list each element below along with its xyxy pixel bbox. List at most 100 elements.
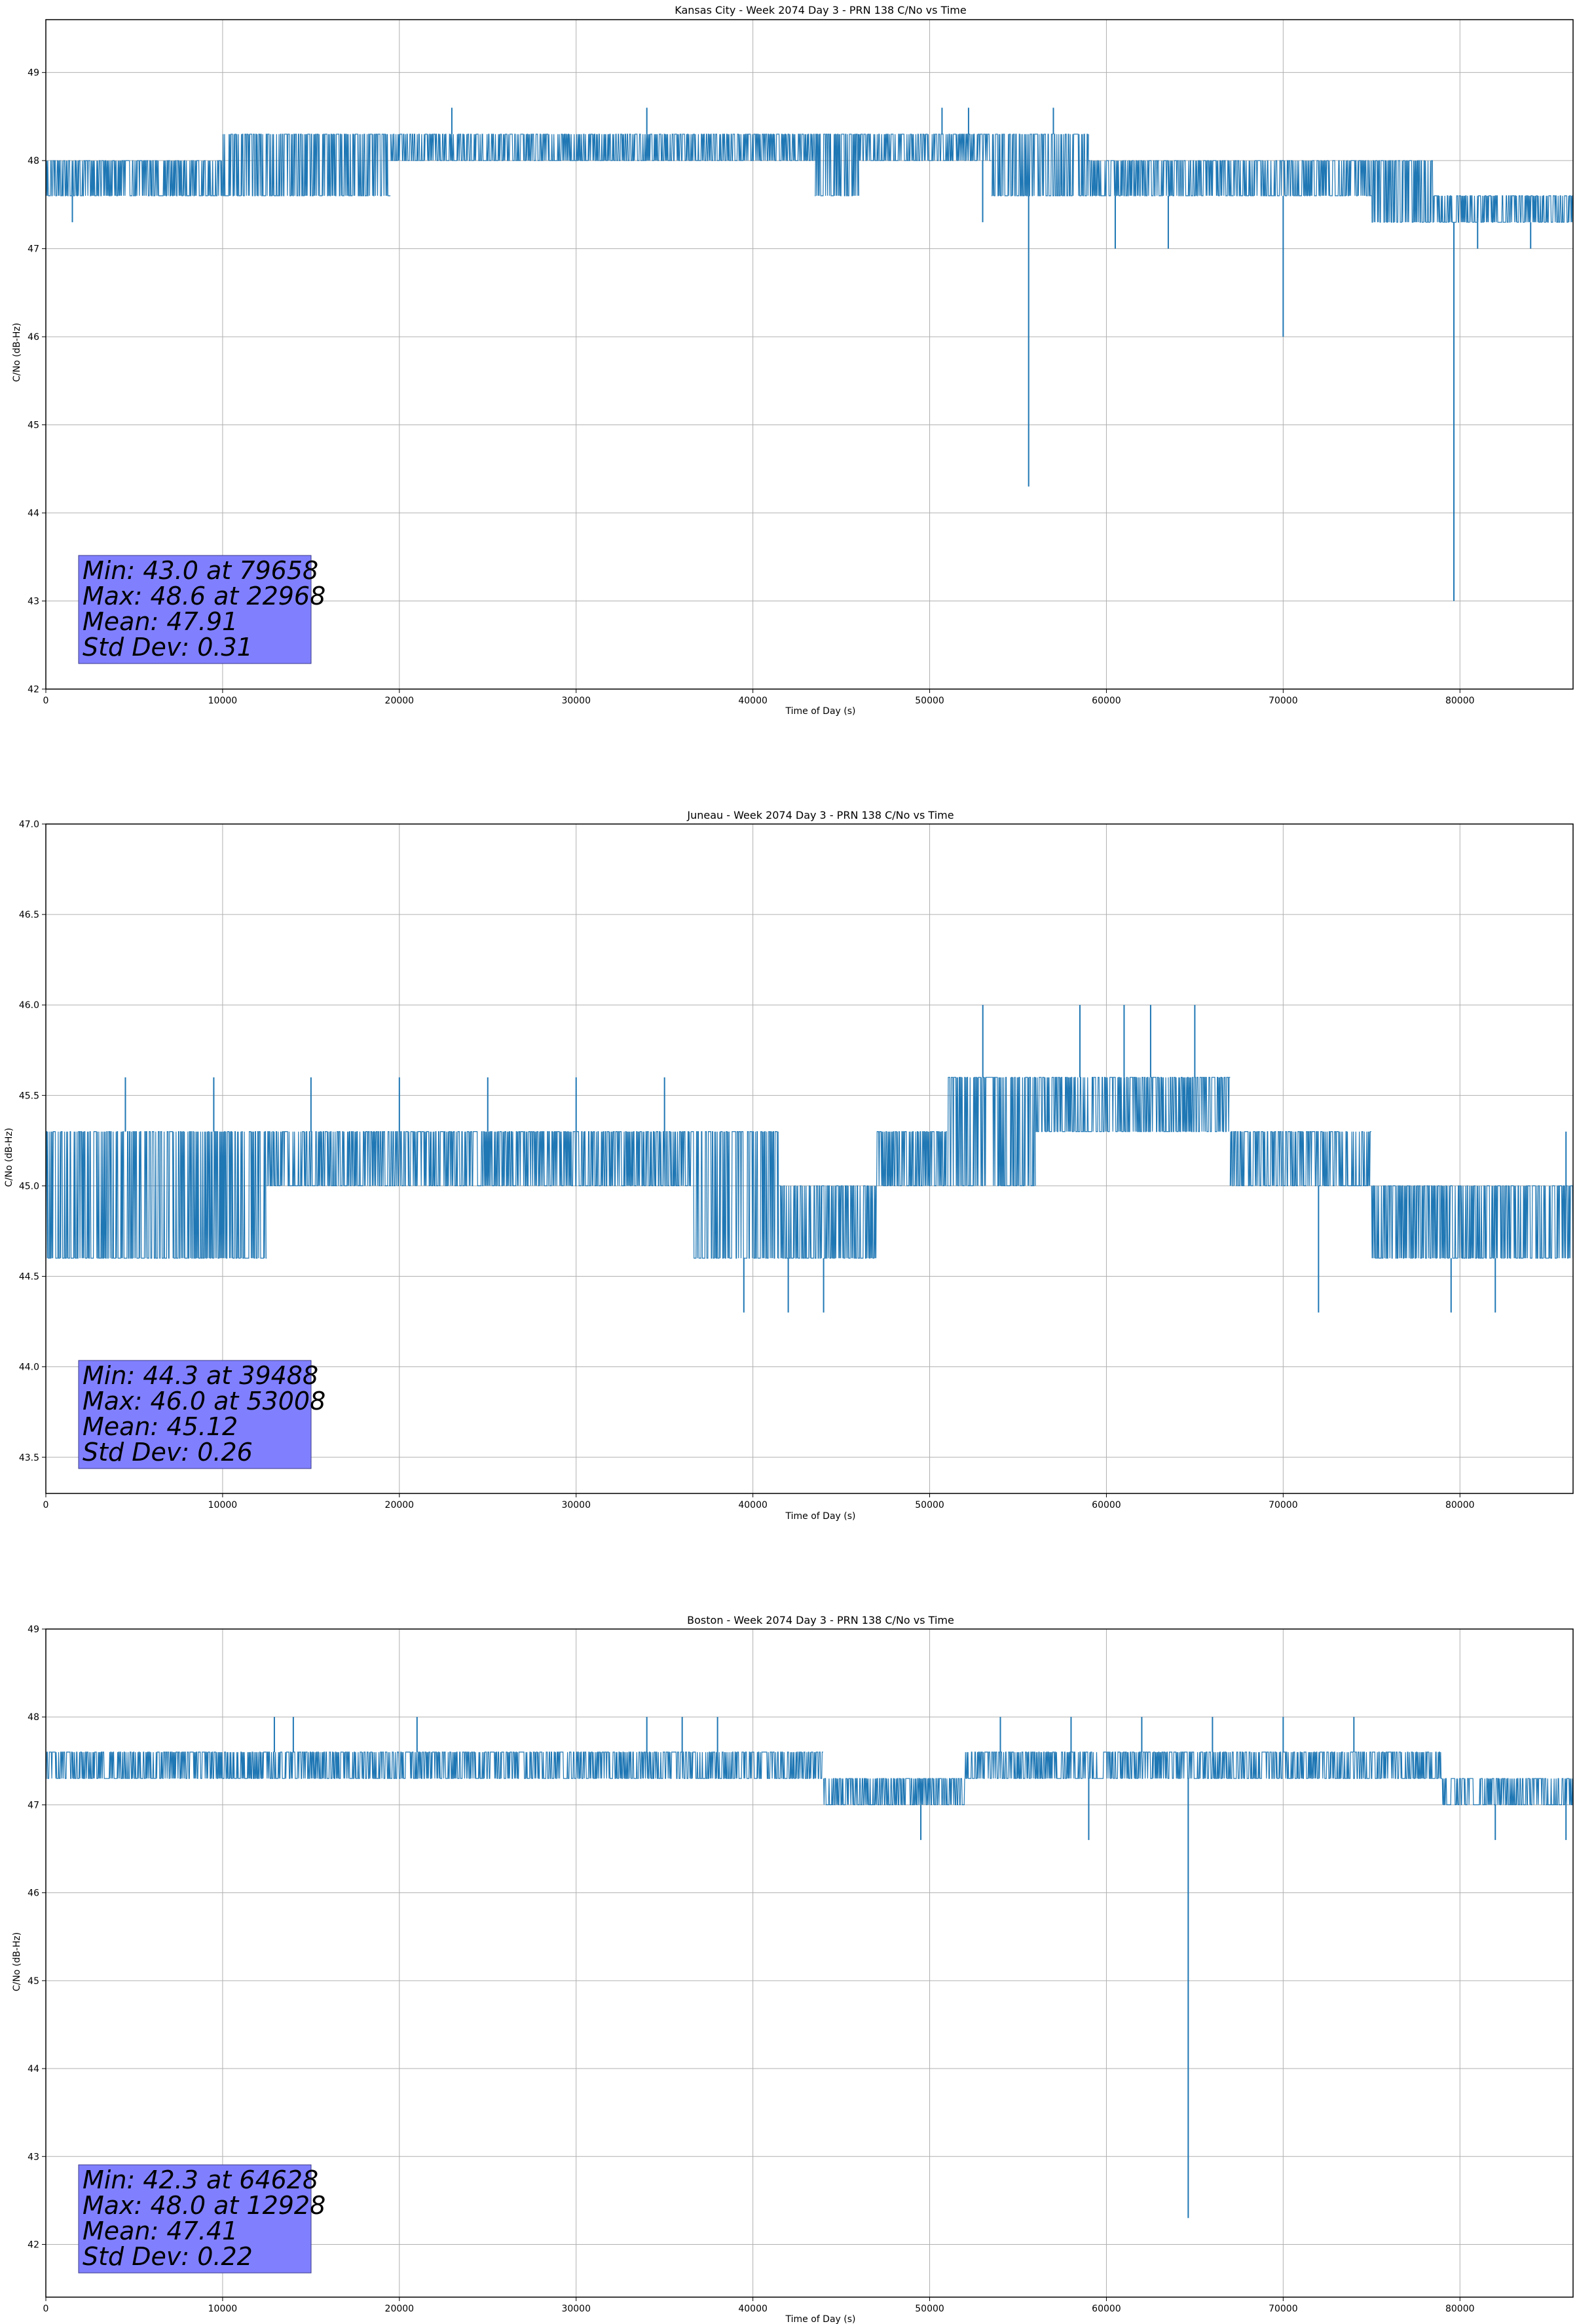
y-tick-label: 46 <box>28 332 39 343</box>
series-band-segment <box>1168 1077 1231 1133</box>
x-tick-label: 70000 <box>1269 2304 1298 2314</box>
x-tick-label: 70000 <box>1269 696 1298 706</box>
chart-title: Boston - Week 2074 Day 3 - PRN 138 C/No … <box>687 1614 954 1626</box>
axis-ticks: 0 10000 20000 30000 40000 50000 60000 70000 8000… <box>19 819 1475 1510</box>
series-band-segment <box>390 134 815 161</box>
x-tick-label: 10000 <box>208 2304 238 2314</box>
x-tick-label: 0 <box>43 1500 49 1510</box>
x-axis-label: Time of Day (s) <box>785 706 856 717</box>
series-band-segment <box>823 1778 965 1805</box>
y-tick-label: 44.0 <box>19 1362 39 1373</box>
series-band-segment <box>947 1077 1036 1187</box>
stats-line: Max: 46.0 at 53008 <box>83 1387 325 1415</box>
x-axis-label: Time of Day (s) <box>785 1511 856 1522</box>
series-band-segment <box>1433 195 1573 223</box>
x-tick-label: 0 <box>43 2304 49 2314</box>
series-line <box>45 1005 1574 1313</box>
y-tick-label: 45.5 <box>19 1091 39 1101</box>
plot-frame <box>45 823 1574 1494</box>
stats-line: Std Dev: 0.22 <box>83 2242 253 2271</box>
chart-panel-kansas-city: Kansas City - Week 2074 Day 3 - PRN 138 … <box>12 4 1574 717</box>
x-tick-label: 40000 <box>738 696 768 706</box>
y-axis-label: C/No (dB-Hz) <box>4 1128 14 1187</box>
y-axis-label: C/No (dB-Hz) <box>12 323 22 382</box>
y-tick-label: 49 <box>28 68 39 79</box>
stats-line: Mean: 47.41 <box>83 2217 238 2245</box>
series-band-segment <box>45 1131 267 1259</box>
series-band-segment <box>1105 1077 1168 1133</box>
series-band-segment <box>992 134 1089 197</box>
series-band-segment <box>1088 160 1213 197</box>
series-band-segment <box>267 1131 692 1187</box>
series-band-segment <box>779 1185 877 1259</box>
y-tick-label: 47 <box>28 244 39 255</box>
plot-frame <box>45 1628 1574 2298</box>
y-tick-label: 44 <box>28 508 39 519</box>
series-band-segment <box>876 1131 947 1187</box>
series-band-segment <box>964 1752 1443 1779</box>
x-tick-label: 70000 <box>1269 1500 1298 1510</box>
y-tick-label: 49 <box>28 1624 39 1635</box>
x-tick-label: 50000 <box>915 2304 944 2314</box>
stats-line: Min: 43.0 at 79658 <box>83 556 318 585</box>
y-tick-label: 45 <box>28 1976 39 1987</box>
series-band-segment <box>45 160 223 197</box>
x-tick-label: 60000 <box>1092 696 1121 706</box>
x-tick-label: 20000 <box>385 2304 415 2314</box>
x-tick-label: 20000 <box>385 696 415 706</box>
x-tick-label: 60000 <box>1092 1500 1121 1510</box>
y-tick-label: 45.0 <box>19 1181 39 1191</box>
y-tick-label: 46.0 <box>19 1000 39 1011</box>
stats-box <box>78 2164 312 2274</box>
chart-title: Kansas City - Week 2074 Day 3 - PRN 138 … <box>675 4 966 16</box>
x-tick-label: 20000 <box>385 1500 415 1510</box>
axis-ticks: 0 10000 20000 30000 40000 50000 60000 70000 8000… <box>28 68 1474 706</box>
x-tick-label: 40000 <box>738 2304 768 2314</box>
x-tick-label: 30000 <box>561 696 591 706</box>
stats-box <box>78 555 312 664</box>
series-band-segment <box>815 134 860 197</box>
y-tick-label: 45 <box>28 421 39 431</box>
x-tick-label: 50000 <box>915 1500 944 1510</box>
series-band-segment <box>691 1131 779 1259</box>
stats-box <box>78 1360 312 1469</box>
x-tick-label: 80000 <box>1445 2304 1475 2314</box>
y-tick-label: 48 <box>28 156 39 166</box>
stats-line: Min: 42.3 at 64628 <box>83 2165 318 2194</box>
x-tick-label: 50000 <box>915 696 944 706</box>
series-band-segment <box>222 134 391 197</box>
x-tick-label: 60000 <box>1092 2304 1121 2314</box>
y-tick-label: 42 <box>28 2240 39 2250</box>
series-band-segment <box>1212 160 1371 197</box>
x-tick-label: 80000 <box>1445 696 1475 706</box>
series-band-segment <box>752 1752 823 1779</box>
y-tick-label: 46 <box>28 1888 39 1899</box>
y-tick-label: 43 <box>28 597 39 607</box>
plot-frame <box>45 19 1574 690</box>
y-tick-label: 46.5 <box>19 910 39 920</box>
series-band-segment <box>1371 1185 1574 1259</box>
axis-ticks: 0 10000 20000 30000 40000 50000 60000 70000 8000… <box>28 1624 1474 2314</box>
series-band-segment <box>638 1752 753 1779</box>
y-axis-label: C/No (dB-Hz) <box>12 1932 22 1991</box>
y-tick-label: 47.0 <box>19 819 39 830</box>
x-tick-label: 80000 <box>1445 1500 1475 1510</box>
y-tick-label: 43 <box>28 2152 39 2162</box>
stats-line: Max: 48.0 at 12928 <box>83 2191 325 2220</box>
x-tick-label: 10000 <box>208 1500 238 1510</box>
x-tick-label: 30000 <box>561 2304 591 2314</box>
series-band-segment <box>1035 1077 1107 1133</box>
y-tick-label: 43.5 <box>19 1453 39 1463</box>
x-tick-label: 0 <box>43 696 49 706</box>
chart-title: Juneau - Week 2074 Day 3 - PRN 138 C/No … <box>686 809 954 821</box>
grid <box>46 20 1573 690</box>
series-band-segment <box>1229 1131 1371 1187</box>
chart-panel-juneau: Juneau - Week 2074 Day 3 - PRN 138 C/No … <box>4 809 1574 1522</box>
stats-line: Mean: 47.91 <box>83 607 238 636</box>
stats-line: Max: 48.6 at 22968 <box>83 582 325 610</box>
x-axis-label: Time of Day (s) <box>785 2314 856 2324</box>
